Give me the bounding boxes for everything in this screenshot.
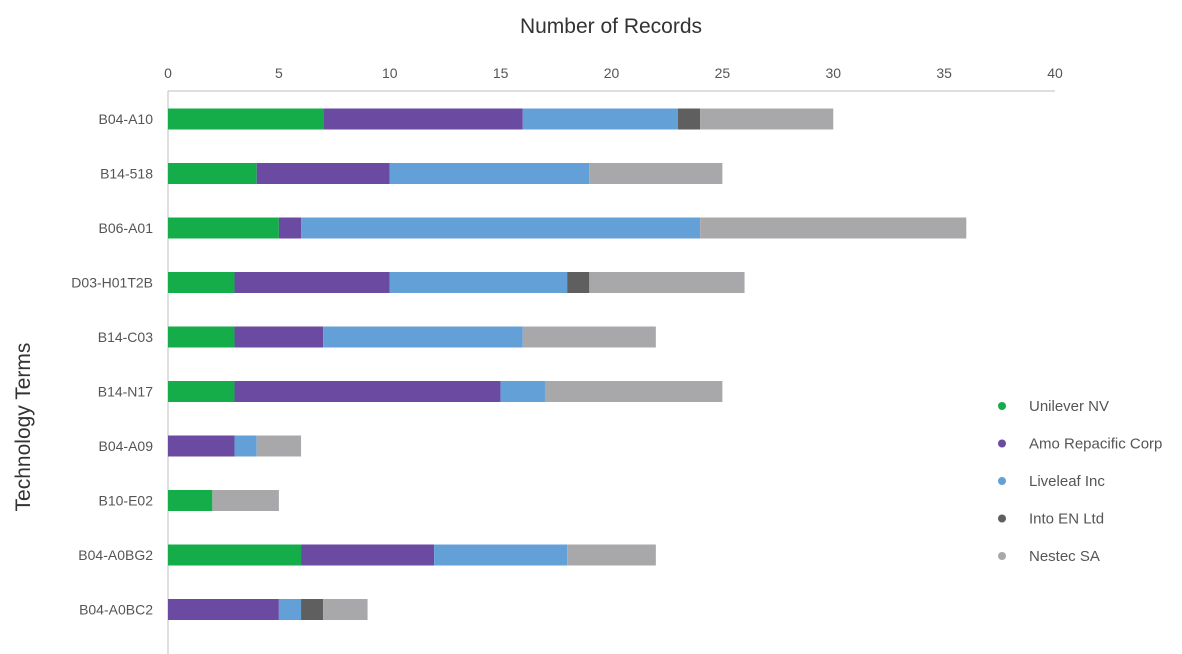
y-axis-title: Technology Terms — [12, 343, 35, 512]
bar-segment — [323, 326, 523, 348]
x-tick-label: 35 — [936, 65, 952, 81]
bar-segment — [567, 272, 590, 293]
legend-marker — [998, 402, 1006, 410]
bar-segment — [500, 381, 545, 402]
bar-segment — [256, 163, 390, 184]
x-tick-labels: 0 5 10 15 20 25 30 35 40 — [164, 65, 1063, 81]
x-tick-label: 10 — [382, 65, 398, 81]
category-label: B06-A01 — [99, 220, 154, 236]
category-label: B04-A0BG2 — [78, 547, 153, 563]
category-label: B10-E02 — [99, 493, 154, 509]
category-label: B14-N17 — [98, 384, 153, 400]
bar-segment — [234, 381, 501, 402]
bar-segment — [389, 272, 568, 293]
x-tick-label: 30 — [825, 65, 841, 81]
bar-segment — [234, 326, 324, 348]
bar-segment — [301, 599, 324, 620]
bar-segment — [522, 108, 679, 130]
x-tick-label: 40 — [1047, 65, 1063, 81]
x-tick-label: 0 — [164, 65, 172, 81]
bar-segment — [700, 108, 834, 130]
legend-label: Liveleaf Inc — [1029, 473, 1105, 490]
category-labels: B04-A10 B14-518 B06-A01 D03-H01T2B B14-C03 B1… — [71, 111, 153, 618]
bar-segment — [301, 544, 435, 566]
bar-segment — [168, 326, 235, 348]
legend-marker — [998, 477, 1006, 485]
bar-segment — [168, 217, 279, 239]
bar-segment — [234, 435, 257, 457]
legend-marker — [998, 514, 1006, 523]
category-label: B14-C03 — [98, 329, 153, 345]
bar-segment — [168, 163, 257, 184]
bar-segment — [234, 272, 390, 293]
legend-label: Amo Repacific Corp — [1029, 436, 1162, 453]
bar-segment — [589, 163, 723, 184]
category-label: B14-518 — [100, 166, 153, 182]
x-tick-label: 5 — [275, 65, 283, 81]
legend-marker — [998, 552, 1006, 560]
bar-segment — [678, 108, 701, 130]
bar-segment — [256, 435, 302, 457]
bar-segment — [168, 490, 213, 511]
bar-segment — [323, 599, 368, 620]
legend-label: Unilever NV — [1029, 398, 1109, 415]
legend: Unilever NV Amo Repacific Corp Liveleaf In… — [998, 398, 1162, 565]
category-label: B04-A09 — [99, 438, 154, 454]
x-tick-label: 15 — [493, 65, 509, 81]
bar-segment — [212, 490, 279, 511]
bar-segment — [168, 544, 302, 566]
bars — [168, 108, 967, 620]
x-axis-title: Number of Records — [520, 15, 702, 38]
legend-label: Into EN Ltd — [1029, 511, 1104, 528]
bar-segment — [168, 108, 324, 130]
bar-segment — [278, 599, 302, 620]
bar-segment — [389, 163, 590, 184]
bar-segment — [168, 599, 279, 620]
bar-segment — [278, 217, 302, 239]
x-tick-label: 25 — [715, 65, 731, 81]
category-label: D03-H01T2B — [71, 275, 153, 291]
bar-segment — [323, 108, 523, 130]
bar-segment — [589, 272, 745, 293]
legend-label: Nestec SA — [1029, 548, 1100, 565]
legend-marker — [998, 439, 1006, 448]
bar-segment — [567, 544, 656, 566]
category-label: B04-A0BC2 — [79, 602, 153, 618]
bar-segment — [544, 381, 723, 402]
bar-segment — [168, 435, 235, 457]
bar-segment — [522, 326, 656, 348]
bar-segment — [434, 544, 568, 566]
bar-segment — [168, 381, 235, 402]
x-tick-label: 20 — [604, 65, 620, 81]
bar-segment — [168, 272, 235, 293]
bar-segment — [301, 217, 701, 239]
category-label: B04-A10 — [99, 111, 154, 127]
bar-segment — [700, 217, 967, 239]
